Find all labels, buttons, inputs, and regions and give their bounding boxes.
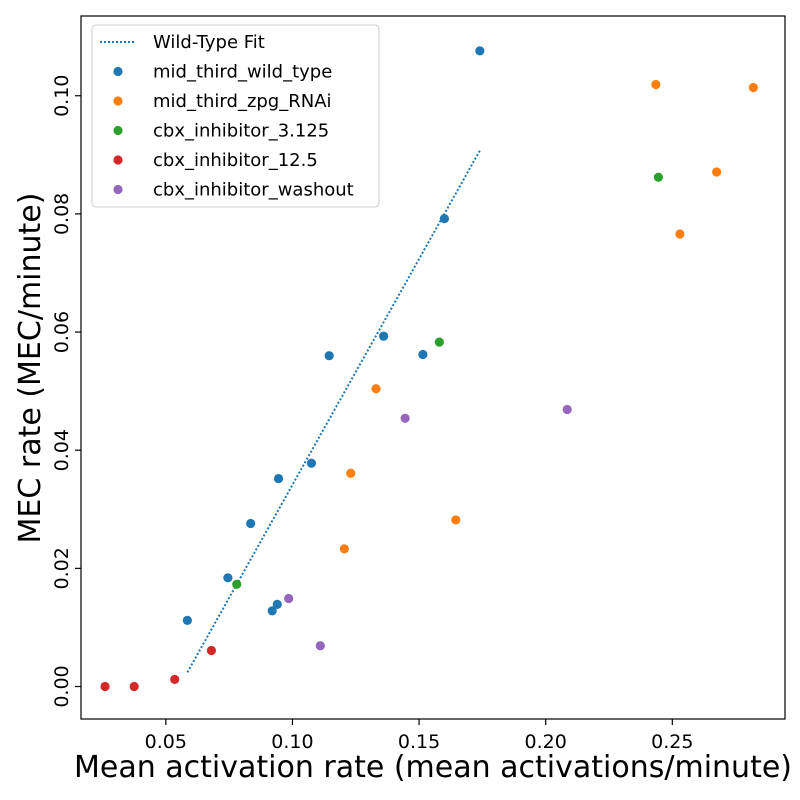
- series-cbx-inhibitor-3-125: [232, 172, 663, 589]
- series-cbx-inhibitor-washout: [284, 404, 572, 651]
- data-points-layer: [100, 46, 758, 692]
- legend-entry-label: mid_third_wild_type: [153, 62, 332, 83]
- data-point: [371, 384, 381, 394]
- data-point: [748, 82, 758, 93]
- plot-frame: [80, 15, 786, 720]
- data-point: [284, 593, 294, 604]
- y-axis-label: MEC rate (MEC/minute): [13, 193, 48, 544]
- data-point: [451, 515, 461, 525]
- data-point: [339, 544, 349, 554]
- x-tick-label: 0.15: [398, 731, 440, 753]
- y-tick-label: 0.00: [51, 665, 73, 707]
- data-point: [129, 681, 139, 692]
- data-point: [400, 413, 410, 423]
- data-point: [306, 458, 317, 468]
- legend-entry-label: cbx_inhibitor_washout: [153, 180, 354, 201]
- series-cbx-inhibitor-12-5: [100, 645, 217, 692]
- data-point: [272, 599, 282, 609]
- data-point: [562, 404, 572, 415]
- data-point: [475, 46, 485, 56]
- legend-marker-swatch: [113, 184, 123, 195]
- data-point: [267, 606, 277, 616]
- x-tick-label: 0.20: [525, 731, 567, 753]
- y-tick-label: 0.06: [51, 311, 73, 353]
- data-point: [223, 573, 233, 583]
- data-point: [712, 167, 722, 177]
- data-point: [651, 79, 661, 90]
- data-point: [182, 615, 192, 625]
- legend-entry-label: cbx_inhibitor_12.5: [153, 150, 318, 171]
- legend-marker-swatch: [113, 66, 123, 77]
- series-mid-third-zpg-rnai: [339, 79, 758, 554]
- y-tick-label: 0.10: [51, 75, 73, 117]
- data-point: [170, 674, 180, 685]
- data-point: [100, 681, 110, 692]
- x-tick-label: 0.25: [651, 731, 693, 753]
- y-tick-label: 0.08: [51, 193, 73, 235]
- legend-entry-label: mid_third_zpg_RNAi: [153, 91, 332, 112]
- data-point: [246, 518, 256, 529]
- data-point: [418, 349, 428, 360]
- legend-entry-label: cbx_inhibitor_3.125: [153, 121, 329, 142]
- y-tick-label: 0.04: [51, 429, 73, 471]
- x-tick-label: 0.05: [145, 731, 187, 753]
- x-tick-label: 0.10: [271, 731, 313, 753]
- data-point: [206, 645, 217, 656]
- legend-marker-swatch: [113, 125, 123, 136]
- legend-box: [91, 24, 380, 208]
- data-point: [675, 229, 685, 239]
- data-point: [379, 331, 389, 341]
- legend: Wild-Type Fit mid_third_wild_type mid_thir…: [91, 24, 380, 208]
- data-point: [346, 468, 356, 478]
- series-mid-third-wild-type: [182, 46, 485, 625]
- y-tick-label: 0.02: [51, 547, 73, 589]
- data-point: [324, 351, 334, 361]
- data-point: [232, 579, 242, 589]
- data-point: [273, 473, 284, 484]
- legend-marker-swatch: [113, 155, 123, 165]
- legend-entry-label: Wild-Type Fit: [153, 32, 265, 53]
- data-point: [439, 214, 449, 224]
- data-point: [434, 337, 444, 347]
- data-point: [315, 641, 325, 651]
- x-axis: 0.05 0.10 0.15 0.20 0.25: [145, 719, 693, 753]
- legend-marker-swatch: [113, 96, 123, 106]
- y-axis: 0.00 0.02 0.04 0.06 0.08 0.10: [51, 75, 81, 708]
- data-point: [653, 172, 663, 182]
- x-axis-label: Mean activation rate (mean activations/m…: [74, 750, 792, 785]
